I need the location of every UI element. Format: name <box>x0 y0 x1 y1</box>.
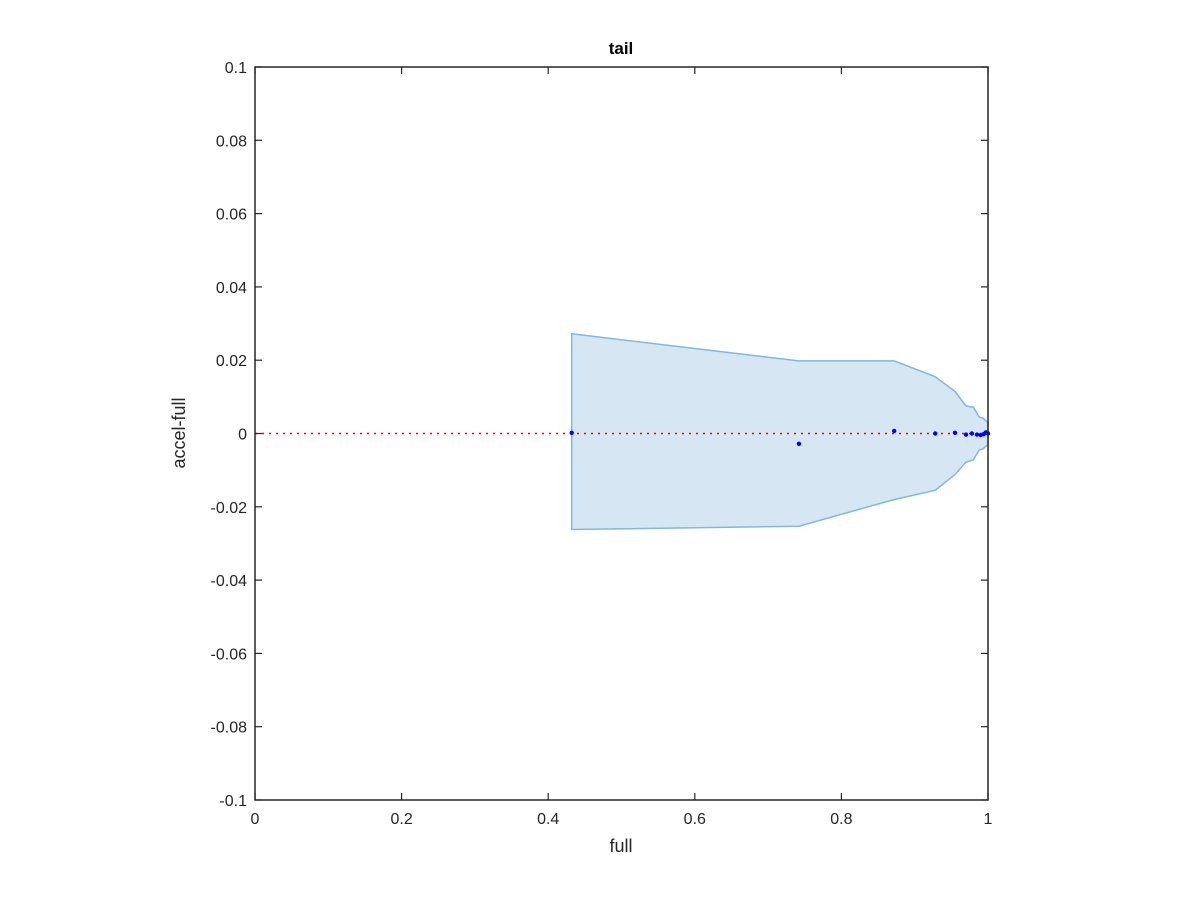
x-tick-label: 0 <box>251 811 260 828</box>
y-tick-label: -0.04 <box>211 573 248 590</box>
y-tick-label: 0.1 <box>225 60 247 77</box>
x-tick-label: 0.8 <box>830 811 852 828</box>
y-tick-label: 0.04 <box>216 280 247 297</box>
y-tick-label: 0 <box>238 427 247 444</box>
x-axis-label: full <box>609 836 632 856</box>
chart-title: tail <box>609 39 634 58</box>
x-tick-label: 0.4 <box>537 811 559 828</box>
data-point <box>963 432 969 437</box>
data-point <box>796 441 802 446</box>
data-point <box>892 428 897 434</box>
y-tick-label: -0.1 <box>219 793 247 810</box>
y-tick-label: 0.02 <box>216 353 247 370</box>
x-axis: 0 0.2 0.4 0.6 0.8 1 <box>251 67 993 828</box>
data-point <box>952 430 958 435</box>
y-axis-label: accel-full <box>169 397 189 468</box>
data-point <box>933 431 938 436</box>
y-tick-label: 0.08 <box>216 133 247 150</box>
data-point <box>974 432 980 437</box>
x-tick-label: 0.2 <box>390 811 412 828</box>
data-point <box>569 430 574 435</box>
y-axis: -0.1 -0.08 -0.06 -0.04 -0.02 0 0.02 0.04 0.06 0.0… <box>211 60 988 810</box>
y-tick-label: 0.06 <box>216 207 247 224</box>
y-tick-label: -0.02 <box>211 500 248 517</box>
y-tick-label: -0.06 <box>211 646 248 663</box>
y-tick-label: -0.08 <box>211 720 248 737</box>
x-tick-label: 0.6 <box>684 811 706 828</box>
x-tick-label: 1 <box>984 811 993 828</box>
data-point <box>969 431 975 436</box>
